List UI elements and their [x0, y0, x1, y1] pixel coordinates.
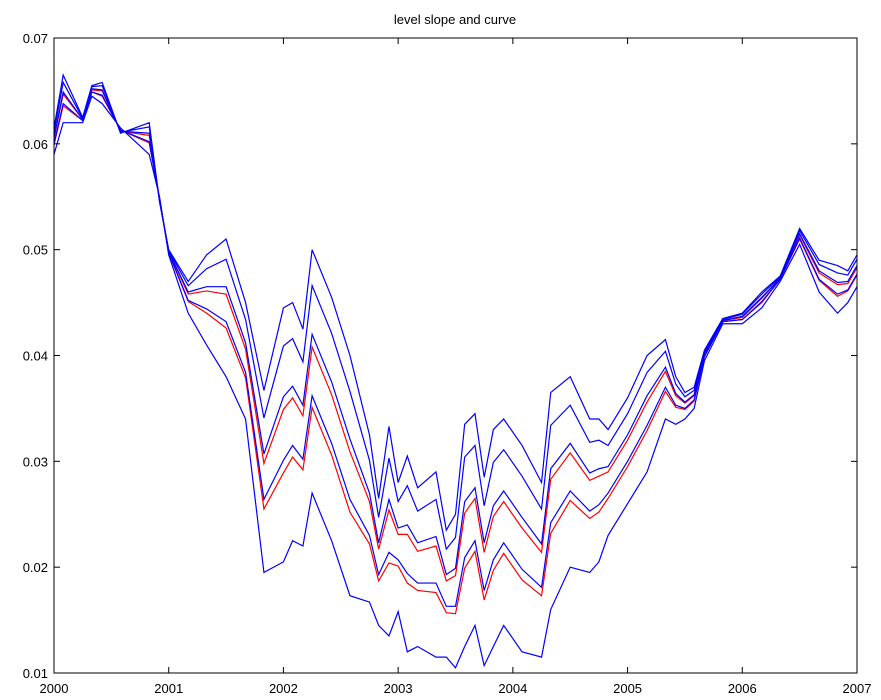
- y-tick-label: 0.04: [23, 349, 48, 364]
- y-tick-label: 0.07: [23, 31, 48, 46]
- x-tick-label: 2005: [613, 681, 642, 696]
- x-tick-label: 2003: [384, 681, 413, 696]
- y-tick-label: 0.02: [23, 560, 48, 575]
- y-tick-label: 0.01: [23, 666, 48, 681]
- x-tick-label: 2004: [498, 681, 527, 696]
- chart-title: level slope and curve: [394, 12, 516, 27]
- y-tick-label: 0.03: [23, 454, 48, 469]
- x-tick-label: 2007: [843, 681, 872, 696]
- data-line: [53, 80, 858, 551]
- x-tick-label: 2002: [269, 681, 298, 696]
- data-line: [53, 91, 858, 607]
- y-tick-label: 0.06: [23, 137, 48, 152]
- data-line: [53, 88, 858, 576]
- x-tick-label: 2000: [40, 681, 69, 696]
- x-tick-label: 2001: [154, 681, 183, 696]
- y-tick-label: 0.05: [23, 243, 48, 258]
- data-line: [53, 95, 858, 669]
- x-tick-label: 2006: [728, 681, 757, 696]
